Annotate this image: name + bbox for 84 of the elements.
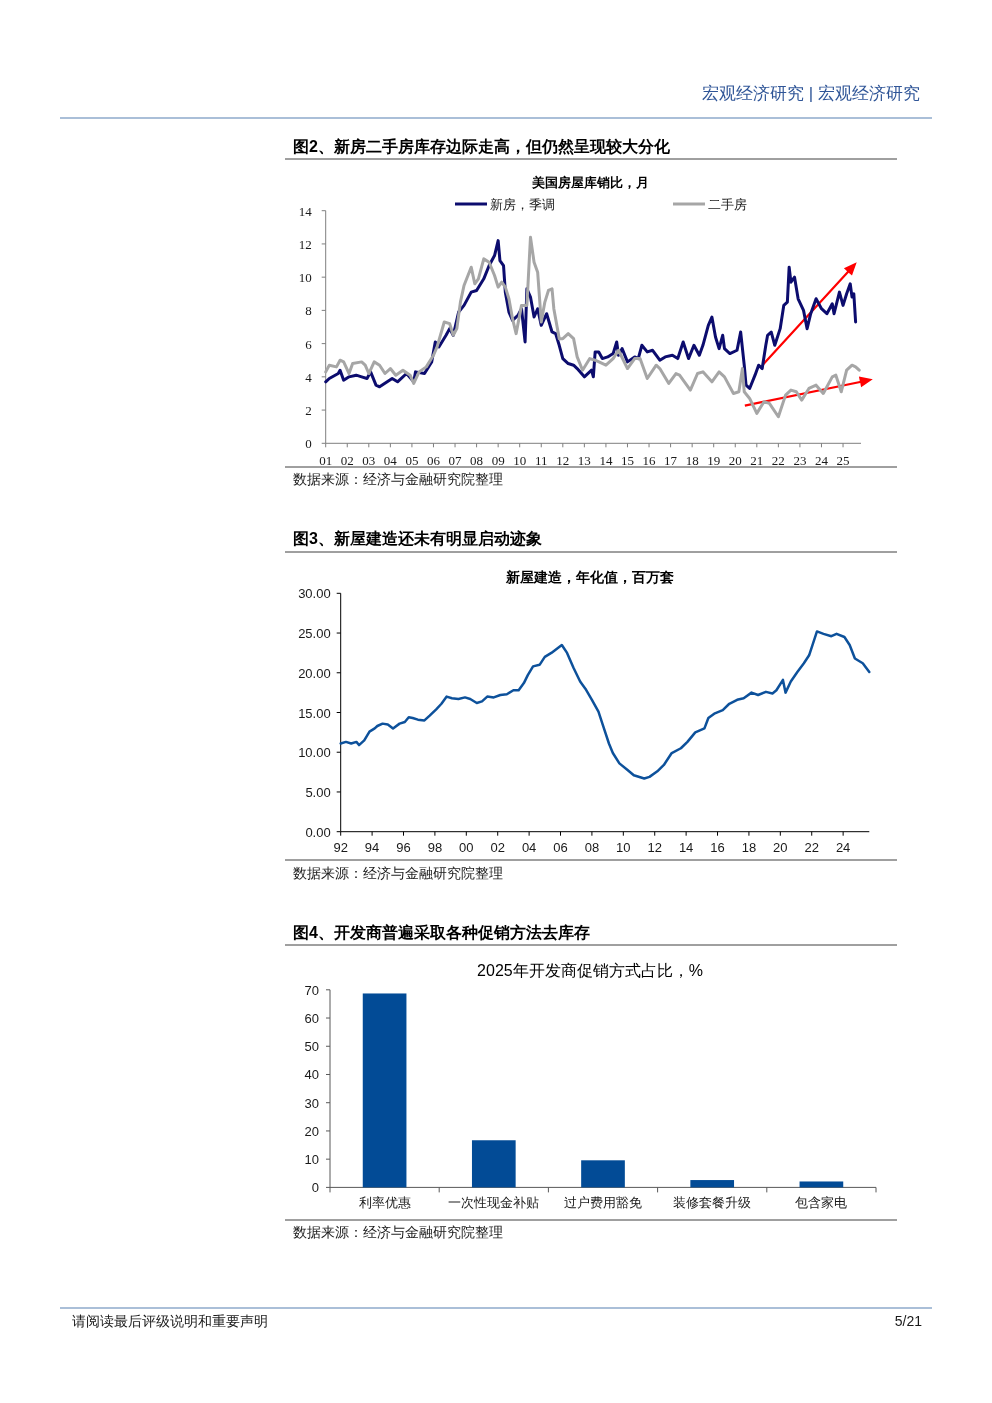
- x-tick-label: 23: [793, 452, 807, 468]
- chart-subtitle: 2025年开发商促销方式占比，%: [477, 961, 703, 979]
- x-tick-label: 包含家电: [795, 1194, 848, 1210]
- y-tick-label: 5.00: [305, 784, 331, 800]
- y-tick-label: 20.00: [298, 665, 331, 681]
- y-tick-label: 10: [304, 1151, 319, 1167]
- text: 请阅读最后评级说明和重要声明: [72, 1313, 268, 1329]
- y-tick-label: 0: [311, 1179, 319, 1195]
- chart-title: 图2、新房二手房库存边际走高，但仍然呈现较大分化: [293, 136, 671, 156]
- x-tick-label: 19: [707, 452, 721, 468]
- x-tick-label: 22: [804, 839, 819, 855]
- chart-title: 图3、新屋建造还未有明显启动迹象: [293, 528, 542, 547]
- x-tick-label: 10: [616, 839, 631, 855]
- y-tick-label: 30: [304, 1095, 319, 1111]
- x-tick-label: 96: [396, 839, 411, 855]
- x-tick-label: 20: [728, 452, 742, 468]
- source-note: 数据来源：经济与金融研究院整理: [293, 471, 503, 487]
- x-tick-label: 02: [340, 452, 354, 468]
- text: 5/21: [894, 1313, 923, 1329]
- x-tick-label: 25: [836, 452, 850, 468]
- chart-subtitle: 美国房屋库销比，月: [530, 174, 649, 190]
- text: 宏观经济研究 | 宏观经济研究: [702, 83, 920, 103]
- x-tick-label: 12: [556, 452, 570, 468]
- x-tick-label: 03: [362, 452, 376, 468]
- x-tick-label: 08: [584, 839, 600, 855]
- chart-subtitle: 新屋建造，年化值，百万套: [505, 569, 674, 585]
- x-tick-label: 18: [685, 452, 699, 468]
- x-tick-label: 一次性现金补贴: [448, 1194, 540, 1210]
- x-tick-label: 11: [534, 452, 548, 468]
- y-tick-label: 6: [305, 336, 313, 352]
- x-tick-label: 过户费用豁免: [564, 1194, 642, 1210]
- x-tick-label: 24: [814, 452, 829, 468]
- x-tick-label: 16: [710, 839, 725, 855]
- source-note: 数据来源：经济与金融研究院整理: [293, 1224, 503, 1240]
- x-tick-label: 16: [642, 452, 657, 468]
- x-tick-label: 05: [405, 452, 419, 468]
- y-tick-label: 12: [298, 236, 312, 252]
- y-tick-label: 10.00: [298, 744, 331, 760]
- x-tick-label: 02: [490, 839, 505, 855]
- x-tick-label: 08: [470, 452, 484, 468]
- x-tick-label: 18: [741, 839, 757, 855]
- y-tick-label: 10: [298, 269, 312, 285]
- x-tick-label: 92: [333, 839, 348, 855]
- x-tick-label: 14: [678, 839, 694, 855]
- y-tick-label: 40: [304, 1066, 319, 1082]
- x-tick-label: 17: [664, 452, 678, 468]
- x-tick-label: 10: [513, 452, 527, 468]
- x-tick-label: 06: [553, 839, 568, 855]
- legend-label: 新房，季调: [490, 196, 555, 212]
- y-tick-label: 30.00: [298, 585, 331, 601]
- x-tick-label: 24: [835, 839, 851, 855]
- chart-title: 图4、开发商普遍采取各种促销方法去库存: [293, 922, 590, 941]
- x-tick-label: 20: [773, 839, 788, 855]
- y-tick-label: 8: [305, 302, 312, 318]
- y-tick-label: 2: [305, 402, 312, 418]
- y-tick-label: 50: [304, 1038, 319, 1054]
- x-tick-label: 00: [459, 839, 474, 855]
- x-tick-label: 15: [620, 452, 634, 468]
- x-tick-label: 13: [577, 452, 591, 468]
- x-tick-label: 06: [426, 452, 441, 468]
- y-tick-label: 20: [304, 1123, 319, 1139]
- y-tick-label: 70: [304, 982, 319, 998]
- x-tick-label: 09: [491, 452, 505, 468]
- x-tick-label: 21: [750, 452, 764, 468]
- y-tick-label: 0.00: [305, 824, 331, 840]
- x-tick-label: 14: [599, 452, 613, 468]
- x-tick-label: 04: [521, 839, 537, 855]
- y-tick-label: 14: [298, 203, 313, 219]
- x-tick-label: 利率优惠: [358, 1194, 411, 1210]
- y-tick-label: 4: [305, 369, 313, 385]
- source-note: 数据来源：经济与金融研究院整理: [293, 865, 503, 881]
- x-tick-label: 98: [427, 839, 443, 855]
- x-tick-label: 12: [647, 839, 662, 855]
- x-tick-label: 22: [771, 452, 785, 468]
- x-tick-label: 装修套餐升级: [673, 1194, 752, 1210]
- y-tick-label: 25.00: [298, 625, 331, 641]
- x-tick-label: 94: [364, 839, 380, 855]
- legend-label: 二手房: [708, 196, 747, 212]
- x-tick-label: 01: [319, 452, 333, 468]
- y-tick-label: 60: [304, 1010, 319, 1026]
- x-tick-label: 07: [448, 452, 463, 468]
- x-tick-label: 04: [383, 452, 398, 468]
- y-tick-label: 15.00: [298, 705, 331, 720]
- y-tick-label: 0: [305, 435, 312, 451]
